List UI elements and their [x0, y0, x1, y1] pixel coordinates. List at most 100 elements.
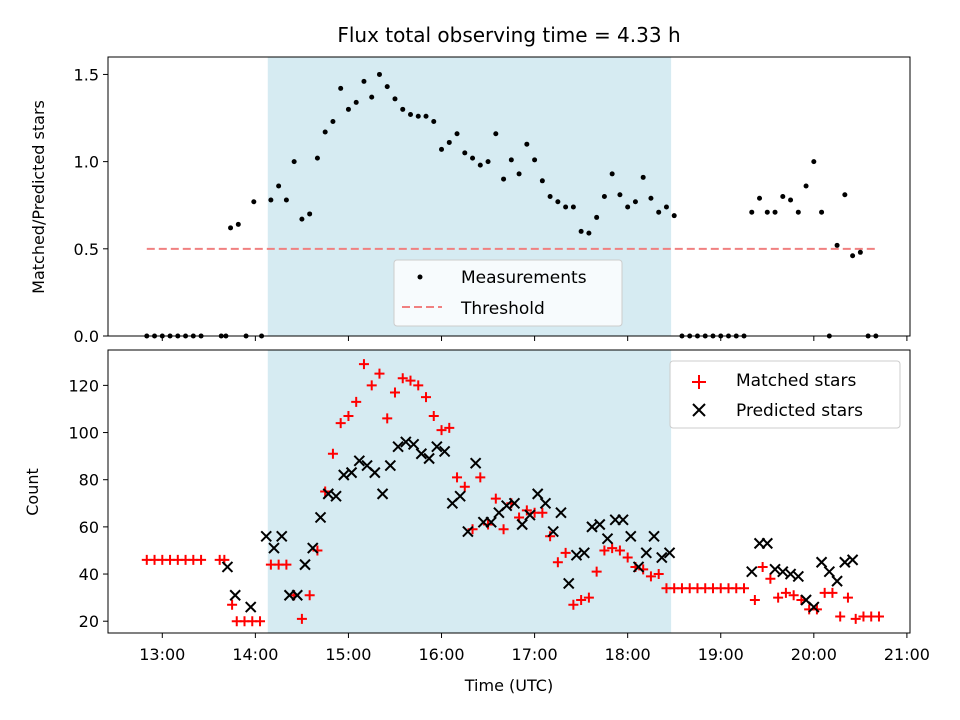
predicted-star-point: [384, 459, 397, 472]
matched-star-point: [327, 448, 338, 459]
bottom-x-axis-label: Time (UTC): [464, 676, 553, 695]
predicted-star-point: [291, 589, 303, 601]
measurement-point: [857, 249, 863, 255]
measurement-point: [772, 209, 778, 215]
measurement-point: [788, 197, 794, 203]
measurement-point: [470, 155, 476, 161]
predicted-star-point: [485, 516, 497, 528]
predicted-star-point: [640, 547, 652, 559]
measurement-point: [524, 141, 530, 147]
top-y-axis-label: Matched/Predicted stars: [29, 100, 48, 294]
measurement-point: [563, 204, 569, 210]
matched-star-point: [645, 571, 656, 582]
measurement-point: [570, 204, 576, 210]
measurement-point: [555, 199, 561, 205]
measurement-point: [834, 242, 840, 248]
predicted-star-point: [617, 514, 629, 526]
legend-threshold-label: Threshold: [460, 299, 545, 319]
matched-star-point: [521, 505, 532, 516]
matched-star-point: [397, 373, 408, 384]
measurement-point: [338, 85, 344, 91]
measurement-point: [431, 119, 437, 125]
top-y-tick-label: 0.0: [74, 327, 99, 346]
predicted-star-point: [761, 537, 773, 550]
bottom-x-tick-label: 16:00: [418, 645, 464, 664]
matched-star-point: [827, 587, 838, 598]
predicted-star-point: [524, 509, 536, 521]
predicted-star-point: [648, 530, 660, 543]
measurement-point: [648, 195, 654, 201]
matched-star-point: [281, 559, 292, 570]
matched-star-point: [382, 413, 393, 424]
matched-star-point: [351, 396, 362, 407]
bottom-y-ticks: 20 40 60 80 100 120: [68, 376, 108, 631]
predicted-star-point: [415, 448, 428, 460]
matched-star-point: [873, 611, 884, 622]
predicted-star-point: [547, 525, 559, 538]
measurement-point: [632, 199, 638, 205]
matched-star-point: [576, 594, 587, 605]
matched-star-point: [358, 359, 369, 370]
measurement-point: [586, 230, 592, 236]
legend-matched-marker: [692, 375, 706, 389]
predicted-star-point: [823, 565, 836, 578]
measurement-point: [439, 146, 445, 152]
measurement-point: [671, 213, 677, 219]
top-x-ticks: [161, 336, 908, 341]
bottom-panel: 20 40 60 80 100 120 13:00 14:00 15:00 16:00 17:00…: [23, 349, 930, 695]
bottom-y-tick-label: 120: [68, 376, 99, 395]
matched-star-point: [255, 616, 266, 627]
predicted-star-point: [299, 558, 311, 571]
matched-star-point: [296, 613, 307, 624]
predicted-star-point: [353, 455, 366, 467]
top-legend: Measurements Threshold: [393, 259, 623, 327]
predicted-star-point: [369, 466, 381, 479]
measurement-point: [508, 157, 514, 163]
predicted-star-point: [831, 575, 843, 587]
predicted-star-point: [322, 488, 334, 500]
predicted-star-point: [792, 570, 805, 583]
predicted-star-point: [555, 507, 567, 519]
predicted-star-point: [539, 497, 552, 509]
matched-star-point: [788, 590, 799, 601]
measurement-point: [617, 192, 623, 198]
measurement-point: [384, 84, 390, 90]
predicted-star-point: [338, 469, 350, 481]
predicted-star-point: [656, 551, 668, 564]
matched-star-point: [490, 493, 501, 504]
matched-star-point: [583, 592, 594, 603]
predicted-star-point: [746, 565, 758, 578]
measurement-point: [345, 106, 351, 112]
measurement-point: [369, 94, 375, 100]
matched-star-point: [366, 380, 377, 391]
top-y-tick-label: 1.0: [74, 153, 99, 172]
matched-star-point: [749, 594, 760, 605]
matched-star-point: [428, 411, 439, 422]
predicted-star-point: [345, 466, 358, 479]
predicted-star-point: [784, 568, 797, 580]
measurement-point: [314, 155, 320, 161]
matched-star-point: [335, 418, 346, 429]
top-y-tick-label: 1.5: [74, 65, 99, 84]
measurement-point: [842, 192, 848, 198]
legend-measurements-label: Measurements: [461, 268, 587, 288]
bottom-y-tick-label: 80: [79, 471, 99, 490]
matched-star-point: [444, 422, 455, 433]
matched-star-point: [475, 472, 486, 483]
matched-star-point: [773, 592, 784, 603]
measurement-point: [276, 183, 282, 189]
matched-star-point: [653, 569, 664, 580]
measurement-point: [547, 194, 553, 199]
measurement-point: [532, 157, 538, 163]
predicted-star-point: [769, 563, 781, 576]
matched-star-point: [568, 599, 579, 610]
matched-star-point: [757, 561, 768, 572]
matched-star-point: [607, 543, 618, 554]
measurement-point: [663, 204, 669, 210]
predicted-star-point: [431, 440, 443, 453]
bottom-axes-frame: [107, 349, 911, 634]
matched-star-point: [614, 545, 625, 556]
matched-star-point: [436, 425, 447, 436]
matched-star-point: [765, 573, 776, 584]
matched-star-point: [842, 592, 853, 603]
